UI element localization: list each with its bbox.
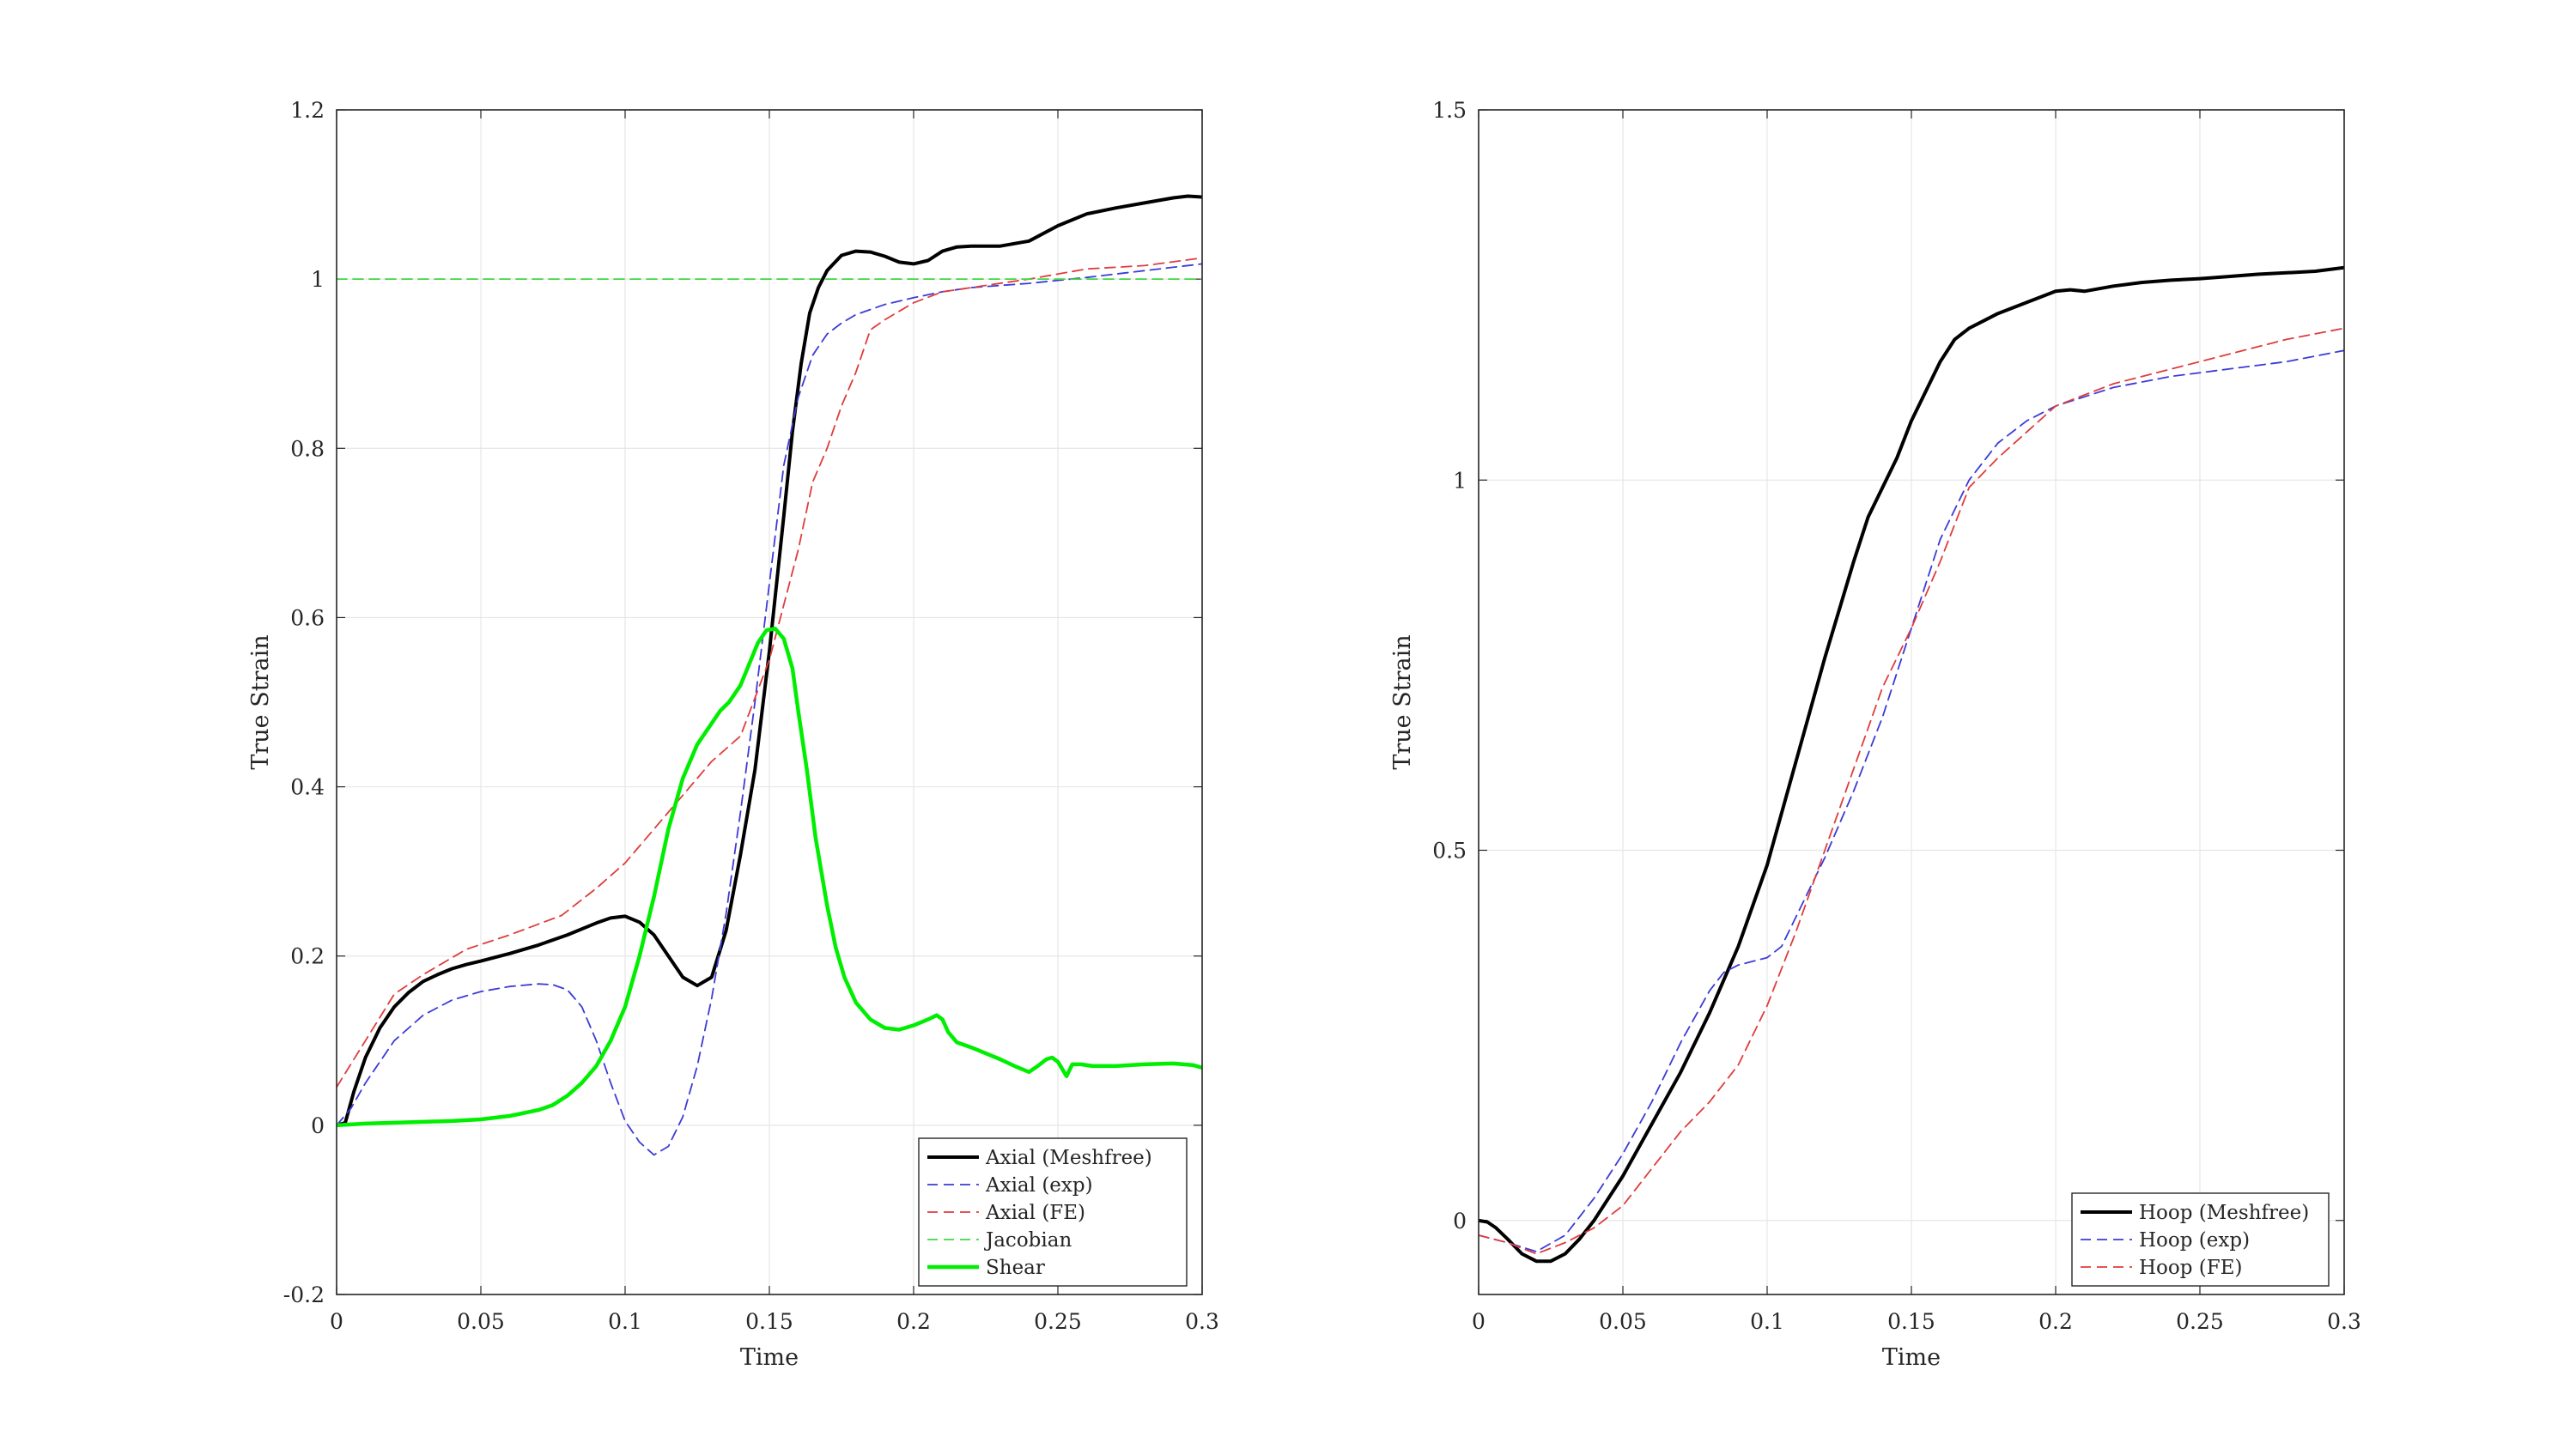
series-line-axial-fe bbox=[337, 257, 1202, 1088]
y-tick-label: 0.2 bbox=[290, 944, 325, 969]
y-tick-label: 1.5 bbox=[1432, 98, 1467, 123]
y-tick-label: 0 bbox=[311, 1113, 325, 1138]
y-tick-label: -0.2 bbox=[283, 1282, 325, 1307]
axes-box bbox=[336, 109, 1203, 1295]
x-tick-label: 0.05 bbox=[1599, 1309, 1647, 1334]
series-line-axial-meshfree bbox=[337, 194, 1202, 1127]
legend: Hoop (Meshfree) Hoop (exp) Hoop (FE) bbox=[2071, 1192, 2330, 1287]
series-line-hoop-meshfree bbox=[1479, 265, 2344, 1264]
legend-label-hoop-meshfree: Hoop (Meshfree) bbox=[2139, 1202, 2309, 1224]
legend-label-axial-exp: Axial (exp) bbox=[985, 1174, 1093, 1197]
series-line-axial-exp bbox=[337, 263, 1202, 1156]
legend-label-hoop-fe: Hoop (FE) bbox=[2139, 1257, 2242, 1279]
x-tick-label: 0.3 bbox=[2327, 1309, 2361, 1334]
x-tick-label: 0.15 bbox=[1887, 1309, 1935, 1334]
x-tick-label: 0.25 bbox=[1034, 1309, 1082, 1334]
series-line-shear bbox=[337, 626, 1202, 1128]
x-tick-label: 0.1 bbox=[608, 1309, 642, 1334]
x-axis-label: Time bbox=[740, 1344, 799, 1371]
x-tick-label: 0.2 bbox=[2038, 1309, 2073, 1334]
x-tick-label: 0.3 bbox=[1185, 1309, 1219, 1334]
y-tick-label: 0.6 bbox=[290, 605, 325, 630]
series-group bbox=[337, 194, 1202, 1156]
axes-box bbox=[1478, 109, 2345, 1295]
y-tick-label: 0.8 bbox=[290, 436, 325, 461]
x-tick-label: 0.2 bbox=[896, 1309, 931, 1334]
y-tick-label: 0.4 bbox=[290, 775, 325, 800]
x-axis-label: Time bbox=[1882, 1344, 1941, 1371]
y-tick-label: 0 bbox=[1453, 1209, 1467, 1234]
legend: Axial (Meshfree) Axial (exp) Axial (FE) Jac… bbox=[918, 1137, 1188, 1287]
legend-label-axial-fe: Axial (FE) bbox=[985, 1202, 1085, 1224]
axial-strain-panel: 0 0.05 0.1 0.15 0.2 0.25 0.3-0.200.20.40.60.81… bbox=[247, 98, 1219, 1371]
y-tick-label: 1.2 bbox=[290, 98, 325, 123]
y-axis-label: True Strain bbox=[247, 634, 274, 769]
legend-label-axial-meshfree: Axial (Meshfree) bbox=[985, 1147, 1152, 1169]
legend-label-hoop-exp: Hoop (exp) bbox=[2139, 1229, 2250, 1252]
hoop-strain-panel: 0 0.05 0.1 0.15 0.2 0.25 0.3 0 0.5 1 1.5 Time True S… bbox=[1389, 98, 2361, 1371]
series-group bbox=[1479, 265, 2344, 1264]
legend-label-shear: Shear bbox=[986, 1257, 1045, 1279]
x-tick-label: 0.25 bbox=[2176, 1309, 2224, 1334]
y-tick-label: 1 bbox=[1453, 468, 1467, 493]
legend-label-jacobian: Jacobian bbox=[984, 1229, 1072, 1252]
series-line-hoop-exp bbox=[1479, 349, 2344, 1252]
y-tick-label: 0.5 bbox=[1432, 839, 1467, 864]
x-tick-label: 0.1 bbox=[1750, 1309, 1784, 1334]
series-line-hoop-fe bbox=[1479, 327, 2344, 1255]
x-tick-label: 0.05 bbox=[457, 1309, 505, 1334]
y-tick-label: 1 bbox=[311, 267, 325, 292]
x-tick-label: 0.15 bbox=[745, 1309, 793, 1334]
x-tick-label: 0 bbox=[1472, 1309, 1485, 1334]
x-tick-label: 0 bbox=[330, 1309, 343, 1334]
y-axis-label: True Strain bbox=[1389, 634, 1416, 769]
